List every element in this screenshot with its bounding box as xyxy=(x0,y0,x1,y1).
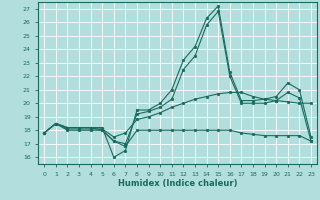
X-axis label: Humidex (Indice chaleur): Humidex (Indice chaleur) xyxy=(118,179,237,188)
